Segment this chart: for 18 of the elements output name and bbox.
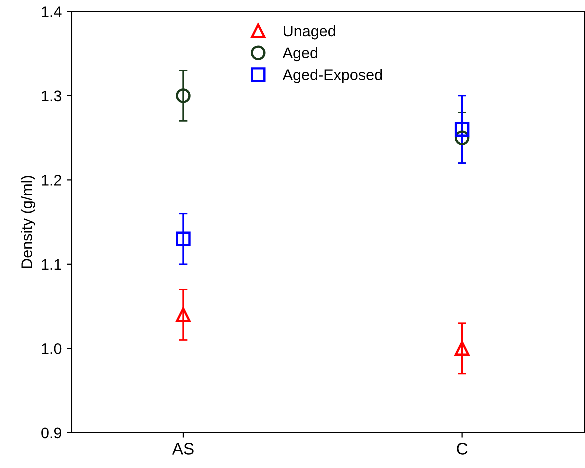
point [176,232,191,247]
y-tick-label: 1.3 [42,90,62,102]
x-tick-label: AS [172,443,194,455]
point [454,122,470,137]
legend-label: Aged [282,47,318,62]
legend-label: Unaged [284,25,336,40]
x-tick-label: C [457,443,468,455]
y-tick-label: 1.1 [42,259,62,270]
point [454,130,470,146]
y-tick-label: 0.9 [42,428,62,439]
y-tick-label: 1.2 [42,175,62,186]
point [454,341,470,356]
y-tick-label: 1.4 [42,6,62,18]
point [176,308,191,322]
legend-label: Aged-Exposed [282,69,382,84]
y-tick-label: 1.0 [42,344,62,354]
y-axis-title: Density (g/ml) [21,176,36,268]
point [176,88,191,104]
